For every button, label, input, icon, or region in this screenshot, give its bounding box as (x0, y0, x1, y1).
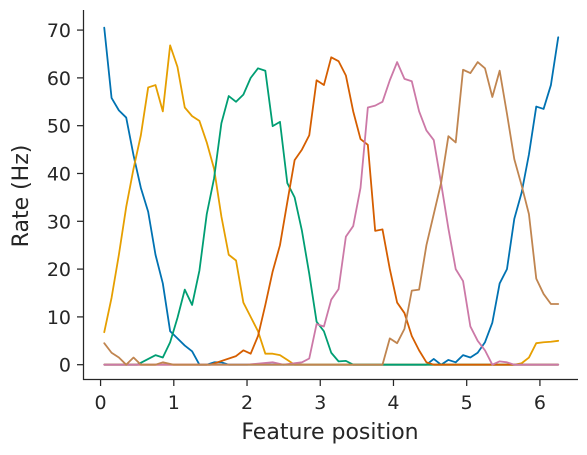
series-line-4 (103, 56, 560, 366)
y-ticks: 0 10 20 30 40 50 60 70 (47, 20, 83, 377)
plot-series (103, 26, 560, 366)
series-line-6 (103, 61, 560, 366)
y-tick-label: 60 (47, 68, 71, 90)
x-tick-label: 2 (241, 392, 253, 414)
x-tick-label: 4 (387, 392, 399, 414)
y-tick-label: 0 (59, 355, 71, 377)
y-tick-label: 50 (47, 116, 71, 138)
x-tick-label: 1 (168, 392, 180, 414)
y-axis-label: Rate (Hz) (9, 145, 34, 248)
series-line-1 (103, 26, 560, 366)
y-tick-label: 40 (47, 163, 71, 185)
y-tick-label: 10 (47, 307, 71, 329)
y-tick-label: 20 (47, 259, 71, 281)
y-tick-label: 70 (47, 20, 71, 42)
x-tick-label: 3 (314, 392, 326, 414)
x-tick-label: 0 (95, 392, 107, 414)
series-line-3 (103, 67, 560, 366)
x-ticks: 0 1 2 3 4 5 6 (95, 380, 546, 414)
x-tick-label: 6 (534, 392, 546, 414)
series-line-2 (103, 44, 560, 366)
x-tick-label: 5 (461, 392, 473, 414)
series-line-5 (103, 61, 560, 366)
x-axis-label: Feature position (241, 420, 418, 445)
y-tick-label: 30 (47, 211, 71, 233)
